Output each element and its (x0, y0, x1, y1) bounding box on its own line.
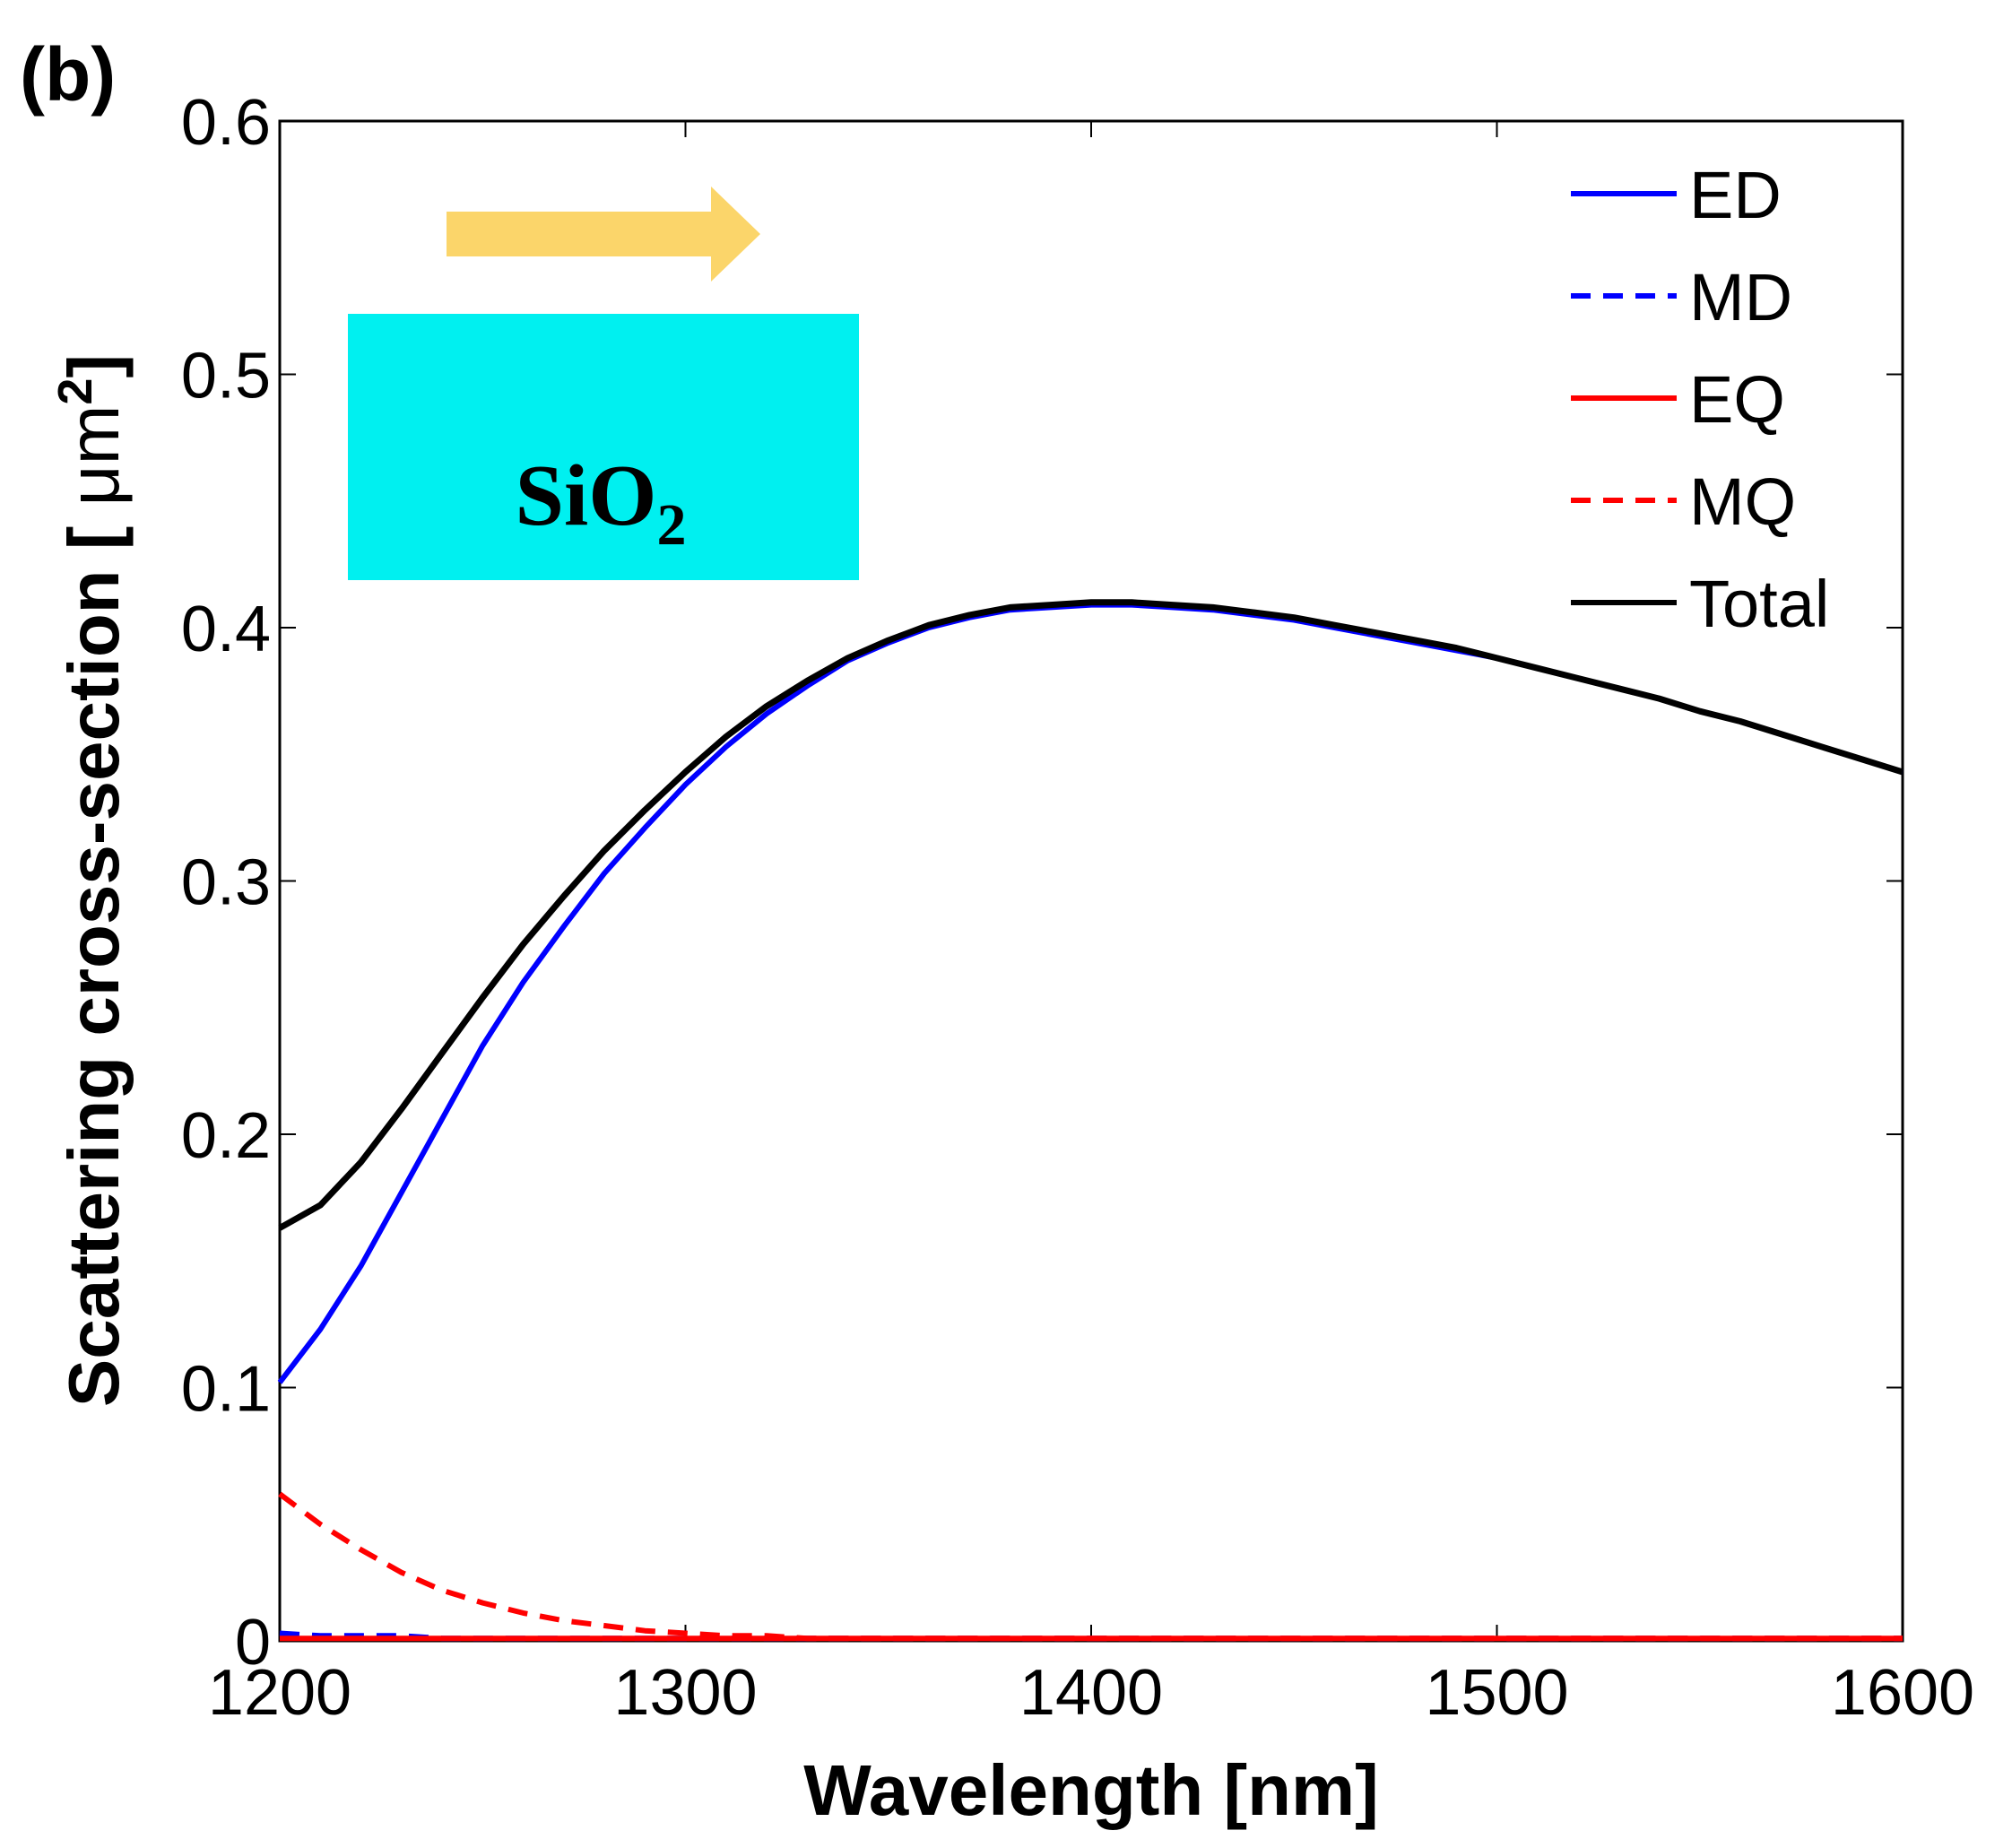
series-line-total (278, 599, 1904, 1231)
y-tick-label: 0.4 (181, 594, 271, 665)
inset-illustration: SiO2 (348, 187, 859, 580)
legend-label-total: Total (1689, 567, 1829, 641)
y-tick-label: 0.3 (181, 847, 271, 919)
x-tick-label: 1400 (1019, 1657, 1163, 1729)
sio2-box (348, 314, 859, 580)
x-tick-label: 1200 (208, 1657, 351, 1729)
x-axis-title: Wavelength [nm] (803, 1750, 1378, 1830)
y-tick-label: 0.6 (181, 87, 271, 159)
axis-ticks: 1200 1300 1400 1500 1600 0 0.1 0.2 0.3 0.4 0.5 0.6 (181, 87, 1974, 1729)
legend-label-md: MD (1689, 260, 1792, 334)
y-tick-label: 0.5 (181, 341, 271, 412)
y-tick-label: 0 (235, 1607, 271, 1679)
y-tick-label: 0.2 (181, 1100, 271, 1172)
legend: ED MD EQ MQ Total (1571, 158, 1829, 641)
x-tick-label: 1300 (613, 1657, 757, 1729)
series-layer (277, 599, 1904, 1642)
panel-label: (b) (20, 32, 116, 117)
sio2-label: SiO2 (516, 447, 687, 558)
series-line-mq (278, 1491, 1903, 1642)
y-axis-title: Scattering cross-section [ μm2] (48, 354, 134, 1407)
x-tick-label: 1500 (1425, 1657, 1568, 1729)
legend-label-eq: EQ (1689, 362, 1785, 437)
y-tick-label: 0.1 (181, 1354, 271, 1426)
incident-arrow-icon (447, 187, 760, 282)
legend-label-ed: ED (1689, 158, 1782, 232)
legend-label-mq: MQ (1689, 464, 1796, 539)
x-tick-label: 1600 (1831, 1657, 1974, 1729)
